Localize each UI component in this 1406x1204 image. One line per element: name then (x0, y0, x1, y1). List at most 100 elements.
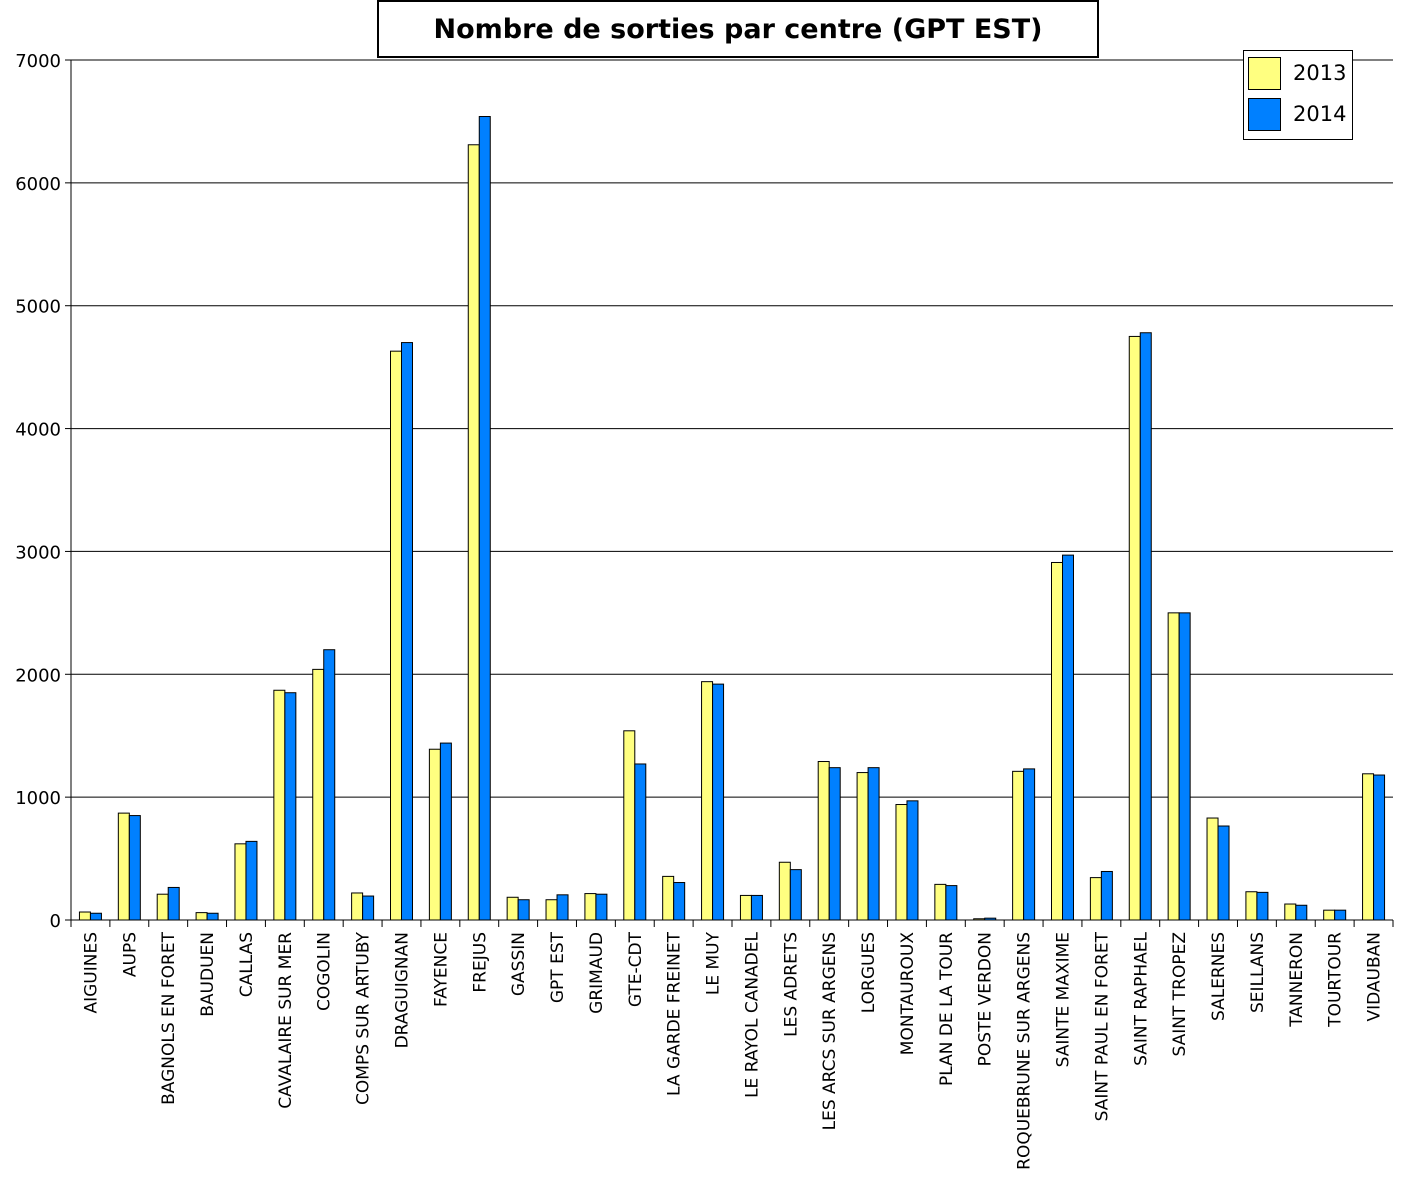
bar-2013-26 (1089, 877, 1102, 921)
bar-2014-25 (1062, 554, 1074, 921)
bar-2013-11 (506, 896, 519, 921)
legend-swatch-2014 (1248, 97, 1281, 131)
x-tick-label: GASSIN (509, 932, 529, 996)
bar-2014-26 (1100, 870, 1113, 921)
y-tick-label: 5000 (15, 297, 61, 318)
bar-2014-17 (750, 894, 763, 921)
bar-2014-7 (362, 895, 375, 921)
x-tick-label: SAINTE MAXIME (1054, 932, 1074, 1067)
x-tick-label: PLAN DE LA TOUR (937, 932, 957, 1086)
x-tick-label: LES ARCS SUR ARGENS (820, 932, 840, 1130)
x-tick-label: CALLAS (237, 932, 257, 997)
bar-2013-29 (1206, 817, 1219, 921)
bar-2013-20 (856, 772, 869, 921)
bar-2013-19 (817, 761, 830, 921)
bar-2013-13 (584, 893, 597, 921)
bar-2014-4 (245, 840, 258, 921)
y-tick-label: 2000 (15, 665, 61, 686)
bar-2014-9 (439, 742, 452, 921)
y-axis-ticks: 0 1000 2000 3000 4000 5000 6000 7000 (15, 51, 71, 932)
bar-2013-14 (623, 730, 636, 921)
y-tick-label: 7000 (15, 51, 61, 72)
bar-2014-27 (1139, 332, 1152, 921)
x-tick-label: GTE-CDT (626, 931, 646, 1007)
legend-item-2014: 2014 (1248, 97, 1346, 131)
x-tick-label: COMPS SUR ARTUBY (354, 931, 374, 1105)
bar-2013-0 (78, 911, 91, 921)
x-tick-label: SAINT TROPEZ (1170, 932, 1190, 1056)
bar-2014-2 (167, 886, 180, 921)
x-tick-label: POSTE VERDON (976, 932, 996, 1066)
bar-2014-20 (867, 767, 880, 921)
x-tick-label: AIGUINES (81, 932, 101, 1014)
bar-2014-10 (478, 116, 491, 921)
bar-2013-30 (1245, 891, 1258, 921)
axes (70, 60, 1393, 921)
bar-2013-16 (701, 681, 714, 921)
bar-2014-24 (1023, 768, 1036, 921)
bar-2014-3 (206, 912, 219, 921)
bar-2013-4 (234, 843, 247, 921)
x-tick-label: COGOLIN (315, 932, 335, 1011)
bar-2014-15 (673, 882, 686, 921)
bar-2014-22 (945, 885, 958, 921)
bar-2014-16 (712, 683, 725, 921)
bar-2013-3 (195, 912, 208, 921)
x-tick-label: LE MUY (704, 931, 724, 995)
bar-2013-15 (662, 875, 675, 921)
bar-2014-8 (401, 342, 413, 921)
bar-2013-28 (1167, 612, 1180, 921)
legend: 2013 2014 (1243, 50, 1353, 140)
legend-swatch-2013 (1248, 56, 1281, 90)
x-tick-label: SALERNES (1209, 932, 1229, 1021)
x-tick-label: ROQUEBRUNE SUR ARGENS (1015, 932, 1035, 1170)
y-tick-label: 0 (50, 911, 61, 932)
x-axis-ticks: AIGUINES AUPS BAGNOLS EN FORET BAUDUEN CALLA… (70, 920, 1394, 1170)
bar-2014-18 (789, 869, 802, 921)
chart-title: Nombre de sorties par centre (GPT EST) (377, 0, 1099, 58)
x-tick-label: LE RAYOL CANADEL (742, 931, 762, 1097)
x-tick-label: LES ADRETS (781, 932, 801, 1037)
bar-2014-11 (517, 899, 530, 921)
bar-2013-7 (351, 892, 364, 921)
bar-2014-0 (89, 912, 102, 921)
legend-item-2013: 2013 (1248, 56, 1346, 90)
x-tick-label: BAUDUEN (198, 932, 218, 1017)
x-tick-label: CAVALAIRE SUR MER (276, 932, 296, 1109)
bar-2013-2 (156, 893, 169, 921)
bar-2014-6 (323, 649, 336, 921)
bars (78, 116, 1386, 921)
bar-2013-22 (934, 883, 947, 921)
x-tick-label: FREJUS (470, 932, 490, 993)
bar-2014-30 (1256, 891, 1269, 921)
x-tick-label: GRIMAUD (587, 932, 607, 1014)
x-tick-label: TANNERON (1287, 932, 1307, 1028)
x-tick-label: LORGUES (859, 932, 879, 1013)
x-tick-label: TOURTOUR (1326, 932, 1346, 1028)
bar-2013-18 (778, 861, 791, 921)
bar-2014-19 (828, 767, 841, 921)
legend-label-2014: 2014 (1293, 102, 1347, 126)
bar-2013-8 (390, 350, 402, 921)
bar-2014-13 (595, 893, 608, 921)
x-tick-label: DRAGUIGNAN (393, 932, 413, 1048)
x-tick-label: FAYENCE (431, 932, 451, 1007)
bar-2014-5 (284, 692, 297, 921)
bar-2014-12 (556, 894, 569, 921)
y-tick-label: 3000 (15, 542, 61, 563)
bar-2013-25 (1051, 561, 1063, 921)
bar-2013-9 (428, 748, 441, 921)
x-tick-label: BAGNOLS EN FORET (159, 931, 179, 1105)
x-tick-label: VIDAUBAN (1365, 932, 1385, 1022)
y-tick-label: 6000 (15, 174, 61, 195)
grid-lines (71, 59, 1393, 798)
x-tick-label: SAINT PAUL EN FORET (1092, 931, 1112, 1121)
bar-2014-1 (128, 815, 141, 921)
x-tick-label: LA GARDE FREINET (665, 931, 685, 1096)
legend-label-2013: 2013 (1293, 61, 1347, 85)
bar-2013-1 (117, 812, 130, 921)
bar-2013-5 (273, 689, 286, 921)
bar-2013-10 (467, 144, 480, 921)
y-tick-label: 4000 (15, 420, 61, 441)
